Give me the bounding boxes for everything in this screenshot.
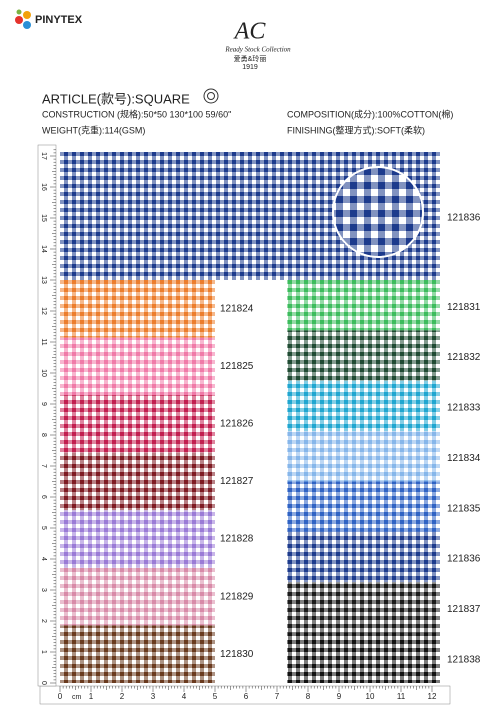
swatch-code: 121838: [447, 654, 481, 665]
swatch-code: 121831: [447, 302, 481, 313]
ruler-label: 8: [40, 433, 47, 437]
fabric-swatch: [60, 625, 215, 683]
ruler-label: 14: [40, 245, 47, 253]
magnifier: [332, 166, 424, 258]
swatch-code: 121826: [220, 419, 254, 430]
ruler: 0 1 2 3 4 5 6 7 8 9 10 11 12cm0123456789101112131415…: [37, 144, 451, 705]
ruler-label: 1: [40, 650, 47, 654]
fabric-swatch: [60, 452, 215, 511]
composition: COMPOSITION(成分):100%COTTON(棉): [287, 108, 453, 119]
ruler-label: 6: [40, 495, 47, 499]
swatch-code: 121832: [447, 352, 481, 363]
fabric-swatch: [287, 632, 440, 683]
ruler-label: 2: [40, 619, 47, 623]
ruler-label: 11: [397, 692, 406, 701]
finishing: FINISHING(整理方式):SOFT(柔软): [287, 124, 425, 135]
brand-logo: [15, 9, 31, 29]
fabric-swatch: [60, 510, 215, 568]
fabric-swatch: [287, 531, 440, 583]
ruler-label: 17: [40, 152, 47, 160]
ruler-label: 5: [213, 692, 218, 701]
ruler-label: 0: [58, 692, 63, 701]
ruler-label: 13: [40, 276, 47, 284]
fabric-swatch: [287, 431, 440, 482]
fabric-swatch: [60, 337, 215, 396]
swatch-code: 121835: [447, 503, 481, 514]
article-title: ARTICLE(款号):SQUARE: [42, 91, 190, 106]
ruler-label: 4: [182, 692, 187, 701]
fabric-swatch: [287, 330, 440, 381]
fabric-swatch: [287, 582, 440, 633]
ruler-bottom: [39, 685, 451, 705]
ruler-label: 3: [40, 588, 47, 592]
ruler-label: 12: [428, 692, 437, 701]
swatch-code: 121834: [447, 453, 481, 464]
wash-icon: [203, 88, 219, 104]
collection-subtitle: Ready Stock Collection: [224, 46, 291, 54]
collection-mark: AC: [233, 19, 267, 45]
ruler-label: 0: [40, 681, 47, 685]
ruler-label: 5: [40, 526, 47, 530]
ruler-left: [37, 144, 57, 687]
ruler-label: 8: [306, 692, 311, 701]
ruler-label: 6: [244, 692, 249, 701]
ruler-label: 9: [40, 402, 47, 406]
swatch-code: 121827: [220, 476, 254, 487]
collection-year: 1919: [242, 64, 258, 71]
swatch-code: 121836: [447, 213, 481, 224]
swatches: 121836 121824 121825 121826 121827 121828 1218…: [60, 152, 481, 683]
swatch-code: 121828: [220, 534, 254, 545]
swatch-code: 121825: [220, 361, 254, 372]
ruler-label: 10: [366, 692, 375, 701]
fabric-swatch: [287, 380, 440, 432]
weight: WEIGHT(克重):114(GSM): [42, 124, 145, 135]
swatch-code: 121836: [447, 554, 481, 565]
fabric-swatch: [60, 567, 215, 626]
fabric-swatch: [287, 481, 440, 532]
swatch-code: 121837: [447, 604, 481, 615]
swatch-code: 121830: [220, 649, 254, 660]
ruler-label: 1: [89, 692, 94, 701]
ruler-label: 12: [40, 307, 47, 315]
ruler-label: 4: [40, 557, 47, 561]
fabric-swatch: [287, 280, 440, 331]
ruler-label: 7: [275, 692, 280, 701]
ruler-label: 15: [40, 214, 47, 222]
fabric-swatch: [60, 280, 215, 338]
construction: CONSTRUCTION (规格):50*50 130*100 59/60": [42, 108, 231, 119]
ruler-label: 11: [40, 338, 47, 345]
collection-chinese: 爱勇&玲丽: [234, 54, 267, 63]
ruler-label: 2: [120, 692, 125, 701]
ruler-label: 16: [40, 183, 47, 191]
swatch-code: 121824: [220, 303, 254, 314]
ruler-label: 7: [40, 464, 47, 468]
ruler-label: 10: [40, 369, 47, 377]
ruler-unit: cm: [72, 694, 82, 701]
swatch-code: 121829: [220, 591, 254, 602]
ruler-label: 9: [337, 692, 342, 701]
fabric-swatch: [60, 395, 215, 453]
swatch-code: 121833: [447, 403, 481, 414]
ruler-label: 3: [151, 692, 156, 701]
brand-name: PINYTEX: [35, 14, 83, 26]
